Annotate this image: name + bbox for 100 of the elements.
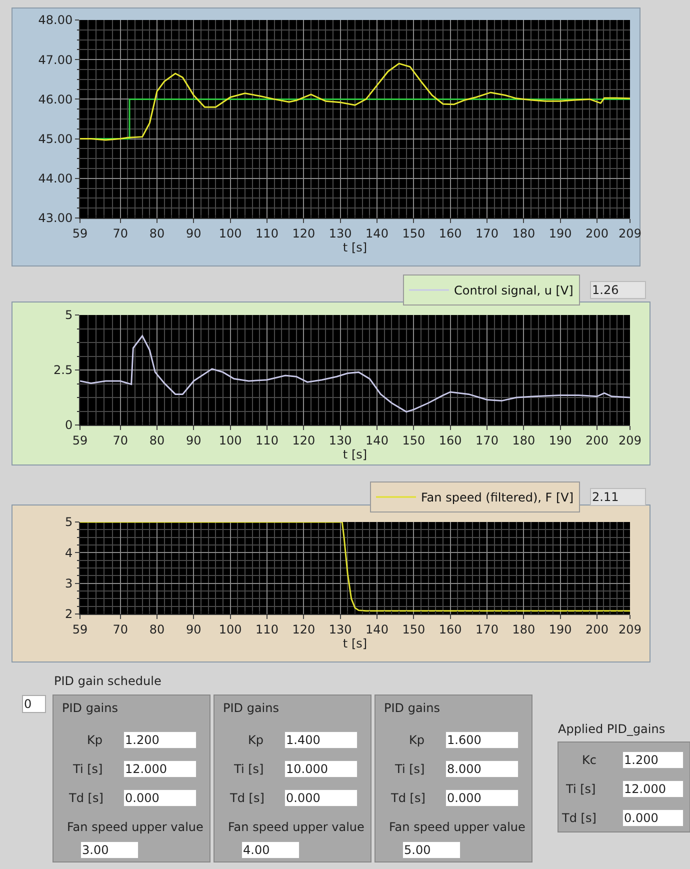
x-tick-label: 130	[328, 226, 352, 240]
text: Td [s]	[390, 791, 426, 805]
text: Applied PID_gains	[558, 722, 666, 736]
text: Ti [s]	[565, 782, 596, 796]
y-tick-label: 43.00	[38, 211, 73, 226]
y-tick-label: 5	[64, 515, 73, 530]
x-tick-label: 120	[292, 622, 316, 636]
x-tick-label: 150	[402, 622, 426, 636]
text: 12.000	[125, 762, 167, 776]
text: 5.00	[404, 843, 431, 857]
x-tick-label: 170	[476, 226, 498, 240]
text: Fan speed upper value	[228, 820, 364, 834]
y-tick-label: 45.00	[38, 132, 73, 146]
y-tick-label: 46.00	[38, 92, 73, 106]
y-tick-label: 44.00	[38, 172, 73, 186]
x-tick-label: 150	[402, 226, 426, 240]
x-tick-label: 200	[586, 226, 608, 240]
x-tick-label: 90	[186, 433, 202, 448]
x-tick-label: 130	[328, 622, 352, 636]
x-tick-label: 70	[112, 622, 128, 636]
x-tick-label: 160	[438, 622, 462, 636]
text: Ti [s]	[233, 762, 264, 776]
text: 0.000	[286, 791, 320, 805]
x-tick-label: 209	[618, 226, 642, 240]
x-tick-label: 110	[256, 622, 278, 636]
x-tick-label: 70	[112, 226, 128, 240]
x-tick-label: 160	[438, 226, 462, 240]
text: Ti [s]	[72, 762, 103, 776]
x-tick-label: 200	[586, 622, 608, 636]
x-tick-label: 130	[328, 433, 352, 448]
text: Fan speed upper value	[389, 820, 526, 834]
x-tick-label: 90	[186, 226, 202, 240]
y-tick-label: 4	[64, 546, 73, 560]
text: 1.200	[125, 733, 160, 747]
y-tick-label: 48.00	[38, 13, 73, 28]
text: 0.000	[624, 811, 658, 825]
text: Ti [s]	[394, 762, 425, 776]
x-tick-label: 140	[366, 622, 388, 636]
x-tick-label: 180	[512, 433, 536, 448]
x-tick-label: 140	[366, 226, 388, 240]
x-tick-label: 80	[149, 433, 165, 448]
x-tick-label: 209	[618, 433, 642, 448]
x-tick-label: 100	[218, 433, 242, 448]
text: 1.200	[624, 753, 658, 767]
x-tick-label: 120	[292, 433, 316, 448]
text: 2.11	[592, 490, 619, 504]
text: Kp	[248, 733, 264, 747]
text: 3.00	[82, 843, 109, 857]
x-tick-label: 190	[548, 433, 572, 448]
y-tick-label: 47.00	[38, 52, 73, 67]
x-axis-title: t [s]	[342, 240, 368, 254]
x-tick-label: 160	[438, 433, 462, 448]
x-tick-label: 200	[586, 433, 608, 448]
line-series	[80, 335, 630, 413]
x-tick-label: 80	[149, 226, 165, 240]
x-tick-label: 120	[292, 226, 316, 240]
text: 8.000	[447, 762, 482, 776]
text: 1.26	[592, 283, 619, 297]
x-tick-label: 100	[218, 622, 242, 636]
x-tick-label: 110	[256, 433, 278, 448]
text: Kp	[409, 733, 424, 747]
text: 0.000	[125, 791, 160, 805]
text: PID gain schedule	[54, 674, 162, 688]
x-tick-label: 190	[548, 622, 572, 636]
y-tick-label: 2.5	[54, 363, 73, 378]
x-tick-label: 150	[402, 433, 426, 448]
text: 0	[24, 697, 32, 711]
text: 0.000	[447, 791, 482, 805]
y-tick-label: 2	[64, 607, 73, 622]
text: Kc	[582, 753, 596, 767]
line-series	[80, 522, 630, 612]
text: 4.00	[243, 843, 270, 857]
legend-label: Fan speed (filtered), F [V]	[421, 490, 574, 505]
x-tick-label: 140	[366, 433, 388, 448]
x-tick-label: 80	[149, 622, 165, 636]
x-tick-label: 59	[72, 433, 88, 448]
text: PID gains	[384, 701, 440, 715]
x-tick-label: 90	[186, 622, 202, 636]
text: Td [s]	[68, 791, 104, 805]
x-tick-label: 110	[256, 226, 278, 240]
x-tick-label: 190	[548, 226, 572, 240]
text: 12.000	[624, 782, 666, 796]
text: 10.000	[286, 762, 328, 776]
x-tick-label: 170	[476, 622, 498, 636]
text: 1.400	[286, 733, 320, 747]
x-tick-label: 100	[218, 226, 242, 240]
x-tick-label: 180	[512, 226, 536, 240]
legend-label: Control signal, u [V]	[454, 284, 574, 298]
text: Td [s]	[561, 811, 596, 825]
x-tick-label: 209	[618, 622, 642, 636]
text: 1.600	[447, 733, 482, 747]
x-tick-label: 70	[112, 433, 128, 448]
x-axis-title: t [s]	[342, 636, 368, 650]
x-tick-label: 59	[72, 226, 88, 240]
y-tick-label: 5	[64, 308, 73, 322]
text: Kp	[87, 733, 102, 747]
y-tick-label: 0	[64, 418, 73, 432]
x-tick-label: 59	[72, 622, 88, 636]
x-axis-title: t [s]	[342, 447, 368, 462]
text: PID gains	[62, 701, 118, 715]
